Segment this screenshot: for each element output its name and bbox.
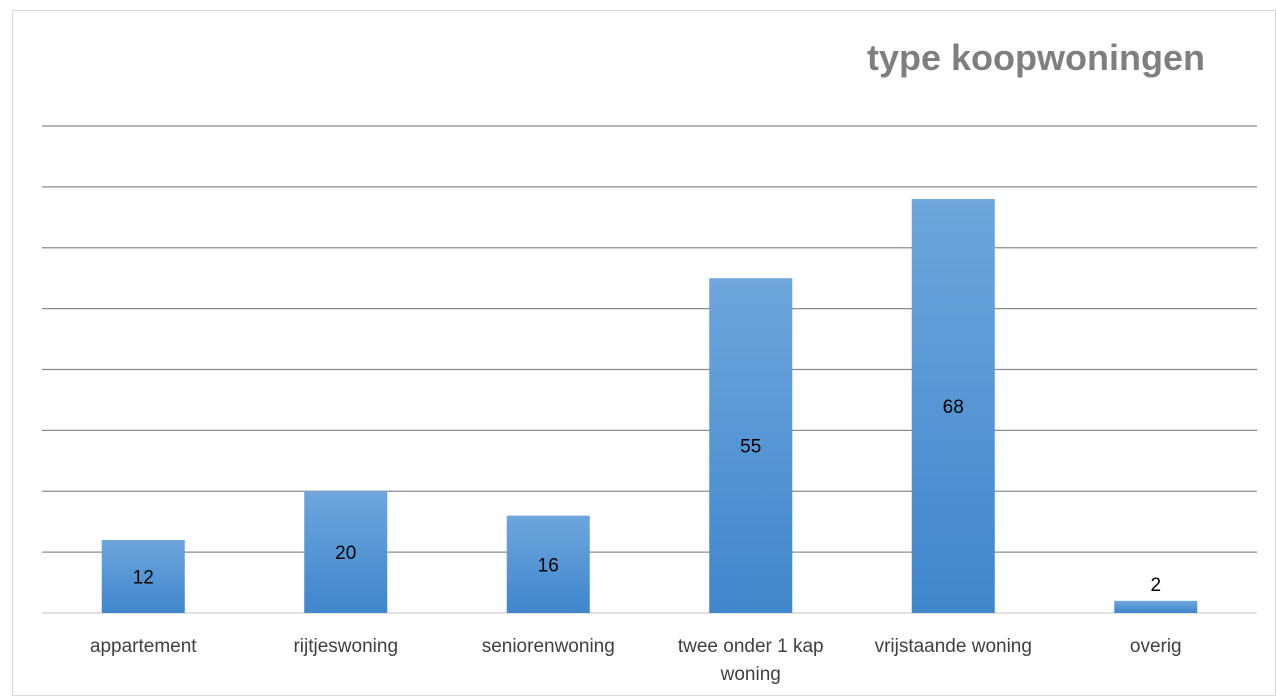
category-label: rijtjeswoning xyxy=(293,636,398,657)
category-label: appartement xyxy=(90,636,197,657)
category-label: seniorenwoning xyxy=(482,636,615,657)
category-labels: appartement rijtjeswoning seniorenwoning tw… xyxy=(90,636,1182,685)
chart-title: type koopwoningen xyxy=(867,37,1205,78)
data-label: 16 xyxy=(538,555,559,576)
bar xyxy=(506,515,590,613)
category-label: vrijstaande woning xyxy=(875,636,1032,657)
data-label: 2 xyxy=(1150,575,1161,596)
data-labels: 12 20 16 55 68 2 xyxy=(133,397,1161,596)
data-label: 20 xyxy=(335,543,356,564)
chart-frame: type koopwoningen xyxy=(12,10,1276,696)
data-label: 12 xyxy=(133,567,154,588)
category-label: twee onder 1 kap xyxy=(678,636,824,657)
category-label: woning xyxy=(720,664,781,685)
gridlines xyxy=(42,125,1257,614)
bar xyxy=(304,491,388,613)
data-label: 68 xyxy=(943,397,964,418)
bar xyxy=(709,278,793,613)
bar xyxy=(1114,600,1198,613)
bars xyxy=(101,199,1198,614)
data-label: 55 xyxy=(740,437,761,458)
category-label: overig xyxy=(1130,636,1182,657)
bar xyxy=(911,199,995,614)
bar xyxy=(101,539,185,613)
